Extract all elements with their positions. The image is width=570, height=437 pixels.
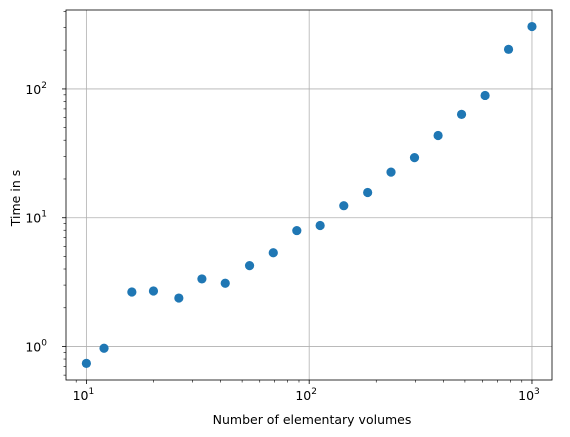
data-point <box>363 187 373 198</box>
data-point <box>503 44 514 54</box>
data-point <box>197 274 207 284</box>
data-point <box>99 343 109 353</box>
data-point <box>409 153 420 163</box>
data-point <box>433 130 443 141</box>
data-point <box>268 248 278 258</box>
data-point <box>480 90 490 101</box>
data-point <box>127 287 137 297</box>
axis-ticks <box>62 11 533 384</box>
data-points <box>81 21 537 369</box>
x-axis-label: Number of elementary volumes <box>213 412 412 427</box>
data-point <box>386 167 396 177</box>
data-point <box>339 201 349 211</box>
data-point <box>244 261 255 271</box>
data-point <box>527 21 537 32</box>
data-point <box>81 358 91 369</box>
data-point <box>315 220 325 231</box>
data-point <box>148 286 159 296</box>
data-point <box>456 109 467 119</box>
data-point <box>220 278 230 288</box>
grid <box>66 10 552 380</box>
data-point <box>174 293 184 303</box>
y-axis-label: Time in s <box>8 170 23 227</box>
data-point <box>292 225 302 236</box>
